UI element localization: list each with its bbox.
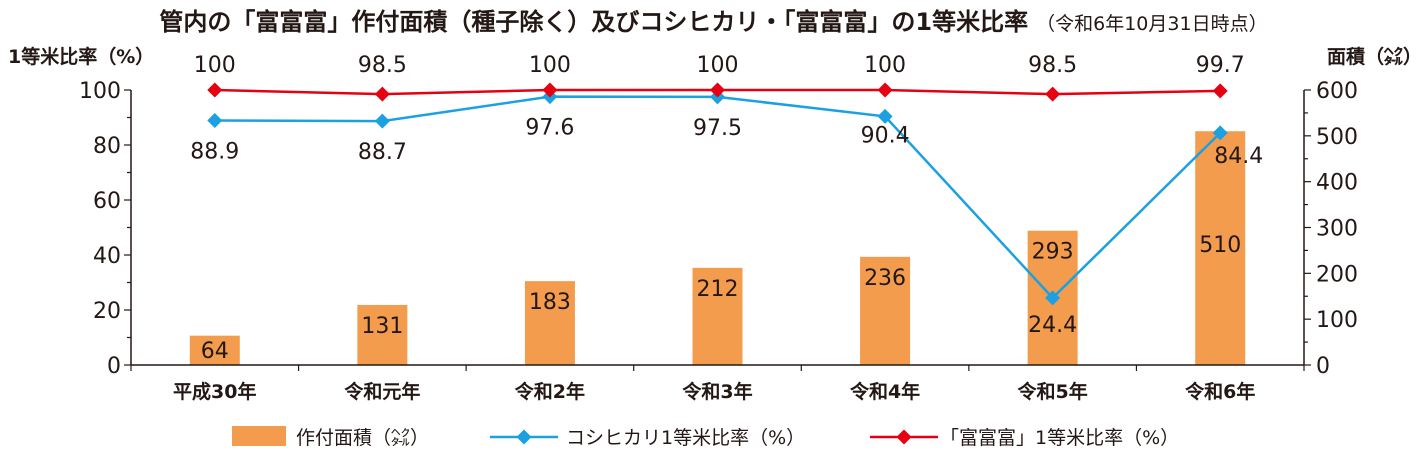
y-axis-left-title: 1等米比率（%） [8, 45, 154, 68]
y-left-tick-label: 40 [93, 244, 121, 269]
data-label-area: 64 [201, 339, 229, 364]
y-left-tick-label: 60 [93, 189, 121, 214]
y-axis-right-title: 面積（㌶） [1327, 45, 1422, 68]
legend-label-area: 作付面積（㌶） [296, 427, 429, 449]
data-label-koshihikari: 97.5 [693, 116, 742, 141]
marker-series-2 [1045, 86, 1061, 102]
marker-series-1 [207, 113, 223, 129]
marker-series-1 [1045, 290, 1061, 306]
data-label-area: 183 [529, 290, 571, 315]
bar-area-3 [692, 267, 743, 365]
data-label-area: 236 [864, 266, 906, 291]
data-label-koshihikari: 88.9 [190, 140, 239, 165]
marker-series-2 [542, 82, 558, 98]
legend-swatch-area [232, 426, 286, 446]
y-right-tick-label: 300 [1316, 217, 1358, 242]
data-label-koshihikari: 24.4 [1028, 313, 1077, 338]
bar-area-1 [357, 304, 408, 365]
data-label-area: 510 [1199, 233, 1241, 258]
legend-label-fufufu: 「富富富」1等米比率（%） [940, 427, 1179, 449]
bar-area-4 [860, 256, 911, 365]
data-label-area: 212 [697, 277, 739, 302]
marker-series-2 [877, 82, 893, 98]
x-tick-label: 令和3年 [682, 380, 752, 403]
data-label-fufufu: 100 [697, 53, 739, 78]
bar-area-0 [189, 335, 240, 365]
y-right-tick-label: 600 [1316, 79, 1358, 104]
data-label-fufufu: 98.5 [358, 53, 407, 78]
y-left-tick-label: 20 [93, 299, 121, 324]
marker-series-1 [877, 108, 893, 124]
x-tick-label: 平成30年 [173, 380, 256, 403]
y-right-tick-label: 100 [1316, 308, 1358, 333]
legend-marker-fufufu [896, 429, 912, 445]
chart-title: 管内の「富富富」作付面積（種子除く）及びコシヒカリ・「富富富」の1等米比率 [159, 8, 1029, 36]
data-label-area: 131 [361, 314, 403, 339]
data-label-area: 293 [1032, 240, 1074, 265]
y-left-tick-label: 0 [107, 354, 121, 379]
legend-marker-koshihikari [516, 429, 532, 445]
marker-series-2 [1212, 83, 1228, 99]
data-label-koshihikari: 84.4 [1214, 144, 1263, 169]
data-label-fufufu: 100 [529, 53, 571, 78]
data-label-fufufu: 99.7 [1196, 53, 1245, 78]
marker-series-2 [710, 82, 725, 98]
marker-series-1 [1212, 125, 1228, 141]
y-right-tick-label: 200 [1316, 262, 1358, 287]
x-tick-label: 令和2年 [515, 380, 585, 403]
data-label-koshihikari: 88.7 [358, 140, 407, 165]
data-label-fufufu: 98.5 [1028, 53, 1077, 78]
data-label-fufufu: 100 [864, 53, 906, 78]
marker-series-2 [207, 82, 223, 98]
x-tick-label: 令和元年 [344, 380, 420, 403]
y-left-tick-label: 80 [93, 134, 121, 159]
chart-title-row: 管内の「富富富」作付面積（種子除く）及びコシヒカリ・「富富富」の1等米比率 （令和… [0, 2, 1427, 37]
x-tick-label: 令和5年 [1018, 380, 1088, 403]
data-label-koshihikari: 90.4 [861, 123, 910, 148]
x-tick-label: 令和6年 [1185, 380, 1255, 403]
marker-series-2 [374, 86, 390, 102]
x-tick-label: 令和4年 [850, 380, 920, 403]
y-right-tick-label: 0 [1316, 354, 1330, 379]
marker-series-1 [374, 113, 390, 129]
bar-area-2 [524, 281, 575, 365]
data-label-koshihikari: 97.6 [525, 116, 574, 141]
legend-label-koshihikari: コシヒカリ1等米比率（%） [566, 427, 805, 449]
chart-subtitle: （令和6年10月31日時点） [1036, 13, 1268, 35]
bar-area-6 [1195, 131, 1246, 365]
y-right-tick-label: 400 [1316, 171, 1358, 196]
y-left-tick-label: 100 [79, 79, 121, 104]
y-right-tick-label: 500 [1316, 125, 1358, 150]
data-label-fufufu: 100 [194, 53, 236, 78]
